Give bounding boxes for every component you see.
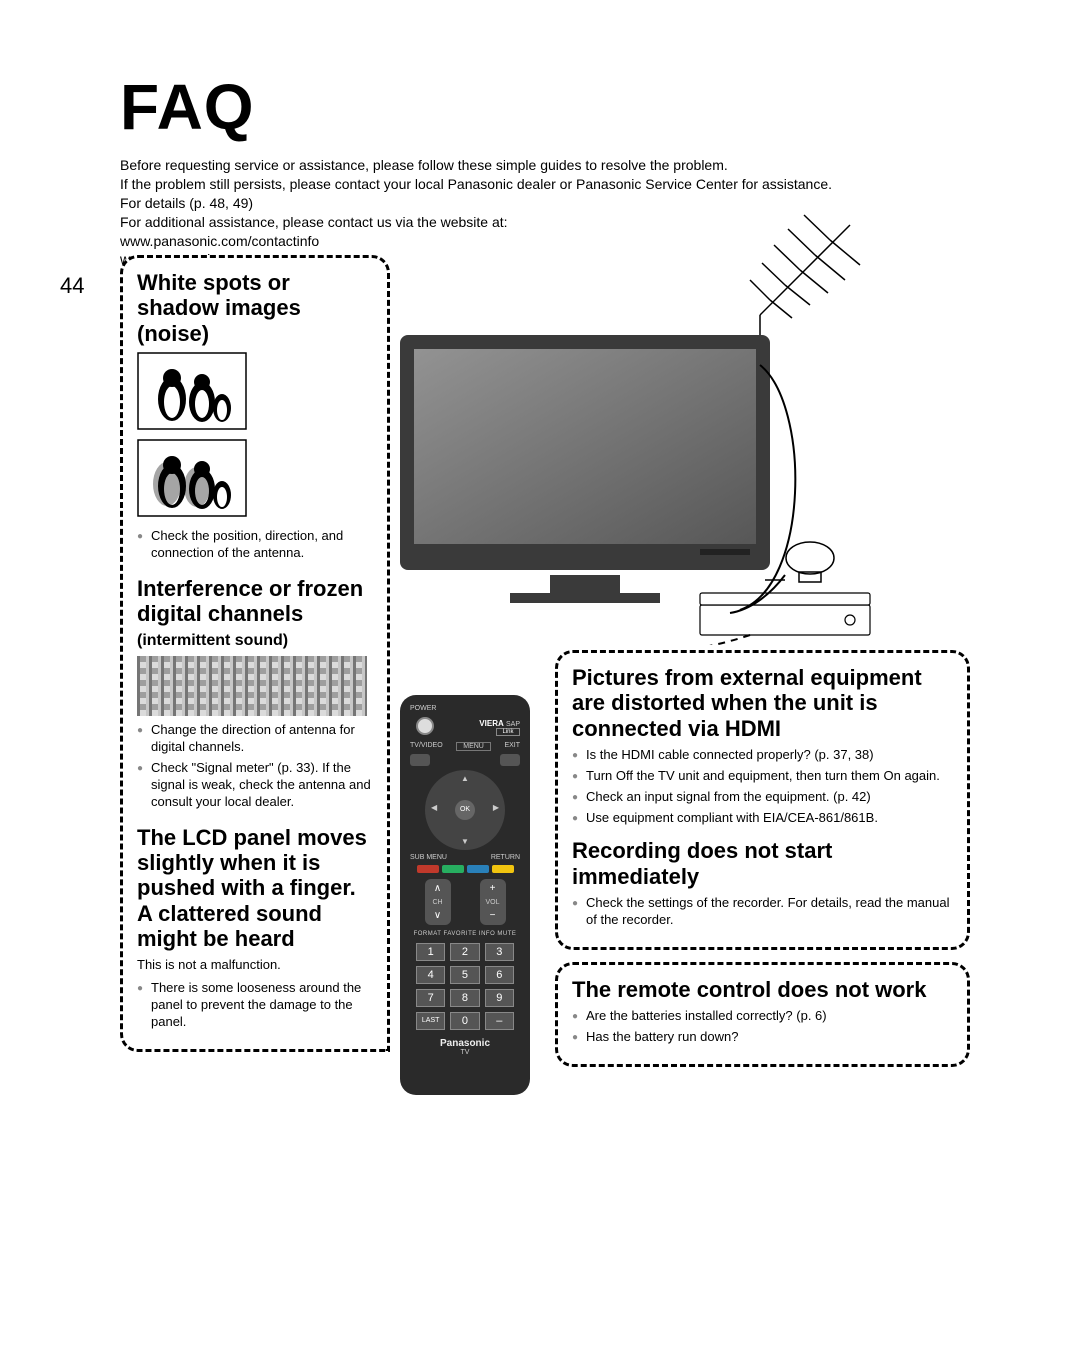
heading-white-spots: White spots or shadow images (noise): [137, 270, 373, 346]
bullet: Is the HDMI cable connected properly? (p…: [572, 747, 953, 764]
yellow-button-icon: [492, 865, 514, 873]
channel-rocker: ∧ CH ∨: [425, 879, 451, 925]
heading-remote: The remote control does not work: [572, 977, 953, 1002]
volume-rocker: + VOL −: [480, 879, 506, 925]
remote-small-button: [410, 754, 430, 766]
number-pad: 1 2 3 4 5 6 7 8 9 LAST 0 –: [416, 943, 514, 1030]
heading-hdmi: Pictures from external equipment are dis…: [572, 665, 953, 741]
vol-down-icon: −: [490, 910, 496, 921]
bullets-interference: Change the direction of antenna for digi…: [137, 722, 373, 810]
bullets-hdmi: Is the HDMI cable connected properly? (p…: [572, 747, 953, 827]
down-arrow-icon: ▼: [461, 837, 469, 846]
penguin-illustration-good: [137, 352, 373, 435]
tv-label: TV: [410, 1049, 520, 1056]
remote-control-figure: POWER VIERA SAP Link TV/VIDEO MENU EXIT …: [400, 695, 530, 1095]
num-last: LAST: [416, 1012, 445, 1030]
bullet: Turn Off the TV unit and equipment, then…: [572, 768, 953, 785]
bullet: Use equipment compliant with EIA/CEA-861…: [572, 810, 953, 827]
bullets-white-spots: Check the position, direction, and conne…: [137, 528, 373, 562]
left-faq-box: White spots or shadow images (noise): [120, 255, 390, 1052]
num-dash: –: [485, 1012, 514, 1030]
bullet: There is some looseness around the panel…: [137, 980, 373, 1031]
subheading-intermittent: (intermittent sound): [137, 632, 373, 650]
power-label: POWER: [410, 705, 520, 712]
num-4: 4: [416, 966, 445, 984]
green-button-icon: [442, 865, 464, 873]
num-9: 9: [485, 989, 514, 1007]
up-arrow-icon: ▲: [461, 774, 469, 783]
bullet: Has the battery run down?: [572, 1029, 953, 1046]
bullet: Check the position, direction, and conne…: [137, 528, 373, 562]
menu-label: MENU: [456, 742, 491, 751]
num-0: 0: [450, 1012, 479, 1030]
color-buttons: [410, 865, 520, 873]
bullet: Change the direction of antenna for digi…: [137, 722, 373, 756]
penguin-illustration-noise: [137, 439, 373, 522]
brand-label: Panasonic: [410, 1038, 520, 1049]
bullets-recording: Check the settings of the recorder. For …: [572, 895, 953, 929]
viera-label: VIERA: [479, 719, 503, 728]
blue-button-icon: [467, 865, 489, 873]
bullets-lcd: There is some looseness around the panel…: [137, 980, 373, 1031]
box-hdmi: Pictures from external equipment are dis…: [555, 650, 970, 950]
link-label: Link: [496, 728, 520, 736]
bullet: Check "Signal meter" (p. 33). If the sig…: [137, 760, 373, 811]
num-1: 1: [416, 943, 445, 961]
submenu-label: SUB MENU: [410, 854, 447, 861]
intro-line: If the problem still persists, please co…: [120, 175, 980, 194]
power-button-icon: [416, 717, 434, 735]
exit-label: EXIT: [504, 742, 520, 751]
ch-label: CH: [432, 899, 442, 906]
bullet: Are the batteries installed correctly? (…: [572, 1008, 953, 1025]
num-2: 2: [450, 943, 479, 961]
heading-lcd-panel: The LCD panel moves slightly when it is …: [137, 825, 373, 951]
page-title: FAQ: [120, 70, 980, 144]
num-5: 5: [450, 966, 479, 984]
body-not-malfunction: This is not a malfunction.: [137, 957, 373, 974]
page-number: 44: [60, 273, 84, 299]
num-8: 8: [450, 989, 479, 1007]
left-arrow-icon: ◀: [431, 803, 437, 812]
box-remote: The remote control does not work Are the…: [555, 962, 970, 1067]
intro-line: Before requesting service or assistance,…: [120, 156, 980, 175]
bullets-remote: Are the batteries installed correctly? (…: [572, 1008, 953, 1046]
vol-label: VOL: [485, 899, 499, 906]
page: FAQ Before requesting service or assista…: [0, 0, 1080, 329]
remote-small-button: [500, 754, 520, 766]
labels-row: FORMAT FAVORITE INFO MUTE: [410, 931, 520, 937]
right-column: Pictures from external equipment are dis…: [555, 650, 970, 1079]
bullet: Check an input signal from the equipment…: [572, 789, 953, 806]
sap-label: SAP: [506, 721, 520, 728]
ch-down-icon: ∨: [434, 910, 441, 921]
num-6: 6: [485, 966, 514, 984]
red-button-icon: [417, 865, 439, 873]
tvvideo-label: TV/VIDEO: [410, 742, 443, 751]
tv-setup-figure: [390, 205, 880, 645]
dpad: OK ▲ ▼ ◀ ▶: [425, 770, 505, 850]
heading-recording: Recording does not start immediately: [572, 838, 953, 889]
pixelated-illustration: [137, 656, 367, 716]
left-column: White spots or shadow images (noise): [120, 255, 390, 1052]
right-arrow-icon: ▶: [493, 803, 499, 812]
ch-up-icon: ∧: [434, 883, 441, 894]
return-label: RETURN: [491, 854, 520, 861]
ok-button: OK: [455, 800, 475, 820]
num-3: 3: [485, 943, 514, 961]
heading-interference: Interference or frozen digital channels: [137, 576, 373, 627]
num-7: 7: [416, 989, 445, 1007]
vol-up-icon: +: [490, 883, 496, 894]
bullet: Check the settings of the recorder. For …: [572, 895, 953, 929]
